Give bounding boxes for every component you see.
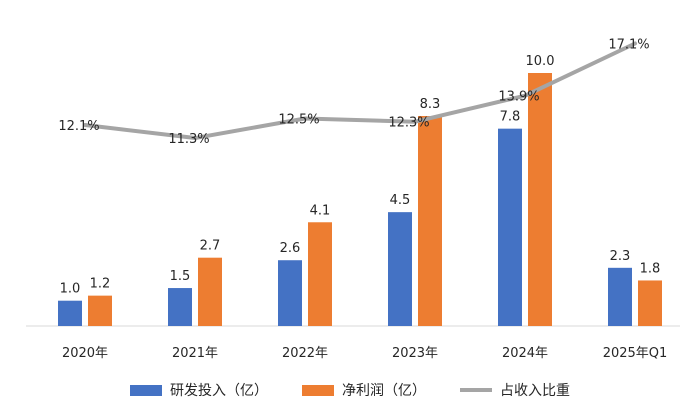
data-label-profit: 2.7 xyxy=(200,239,221,254)
line-ratio xyxy=(83,41,637,141)
legend: 研发投入（亿） 净利润（亿） 占收入比重 xyxy=(0,380,700,400)
legend-item-ratio: 占收入比重 xyxy=(460,380,570,400)
legend-label-profit: 净利润（亿） xyxy=(342,383,426,399)
x-tick-label: 2025年Q1 xyxy=(603,346,668,361)
legend-item-rd: 研发投入（亿） xyxy=(130,380,268,400)
legend-item-profit: 净利润（亿） xyxy=(302,380,426,400)
data-label-rd: 2.3 xyxy=(610,249,631,264)
legend-label-ratio: 占收入比重 xyxy=(500,383,570,399)
bar-rd xyxy=(388,212,412,326)
legend-swatch-ratio xyxy=(460,388,492,392)
bar-rd xyxy=(498,128,522,326)
bar-profit xyxy=(418,116,442,326)
data-label-ratio: 11.3% xyxy=(168,132,209,147)
legend-label-rd: 研发投入（亿） xyxy=(170,383,268,399)
data-label-rd: 1.5 xyxy=(170,269,191,284)
data-label-profit: 4.1 xyxy=(310,203,331,218)
x-tick-label: 2021年 xyxy=(172,346,218,361)
bar-rd xyxy=(608,267,632,326)
data-label-rd: 2.6 xyxy=(280,241,301,256)
data-label-ratio: 13.9% xyxy=(498,90,539,105)
bar-rd xyxy=(168,288,192,326)
bar-profit xyxy=(308,222,332,326)
data-label-profit: 10.0 xyxy=(526,54,555,69)
data-label-profit: 1.8 xyxy=(640,261,661,276)
x-tick-label: 2023年 xyxy=(392,346,438,361)
x-tick-label: 2020年 xyxy=(62,346,108,361)
data-label-rd: 1.0 xyxy=(60,282,81,297)
bar-profit xyxy=(198,257,222,326)
data-label-ratio: 12.1% xyxy=(58,119,99,134)
legend-swatch-profit xyxy=(302,384,334,396)
legend-swatch-rd xyxy=(130,384,162,396)
data-label-ratio: 12.3% xyxy=(388,116,429,131)
data-label-ratio: 12.5% xyxy=(278,112,319,127)
bar-profit xyxy=(88,295,112,326)
data-label-rd: 4.5 xyxy=(390,193,411,208)
x-tick-label: 2024年 xyxy=(502,346,548,361)
bar-profit xyxy=(528,73,552,326)
bar-profit xyxy=(638,280,662,326)
data-label-profit: 8.3 xyxy=(420,97,441,112)
bar-rd xyxy=(278,260,302,326)
data-label-ratio: 17.1% xyxy=(608,38,649,53)
data-label-profit: 1.2 xyxy=(90,277,111,292)
bar-rd xyxy=(58,300,82,326)
data-label-rd: 7.8 xyxy=(500,110,521,125)
x-tick-label: 2022年 xyxy=(282,346,328,361)
